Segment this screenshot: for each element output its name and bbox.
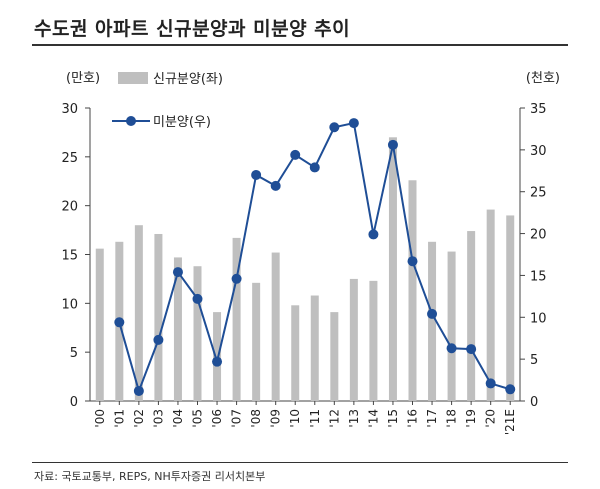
- legend-label-unsold: 미분양(우): [153, 115, 211, 130]
- bar-new-supply: [486, 209, 495, 401]
- left-tick-label: 0: [70, 395, 78, 410]
- x-tick-label: '03: [151, 409, 165, 428]
- point-unsold: [290, 149, 301, 160]
- x-tick-label: '15: [386, 409, 400, 428]
- right-tick-label: 10: [530, 311, 547, 326]
- left-tick-label: 15: [61, 249, 78, 264]
- x-tick-label: '06: [210, 409, 224, 428]
- point-unsold: [172, 267, 183, 278]
- right-tick-label: 20: [530, 228, 547, 243]
- bar-series: [95, 137, 515, 402]
- point-unsold: [427, 308, 438, 319]
- left-tick-label: 25: [61, 151, 78, 166]
- x-tick-label: '17: [425, 409, 439, 428]
- point-unsold: [212, 356, 223, 367]
- point-unsold: [368, 229, 379, 240]
- x-tick-label: '14: [366, 409, 380, 428]
- left-axis-unit: (만호): [66, 71, 100, 86]
- point-unsold: [407, 256, 418, 267]
- point-unsold: [348, 118, 359, 129]
- legend: 신규분양(좌) 미분양(우): [112, 72, 223, 130]
- point-unsold: [270, 180, 281, 191]
- point-unsold: [466, 344, 477, 355]
- right-tick-label: 25: [530, 186, 547, 201]
- legend-marker-unsold: [126, 116, 136, 126]
- point-unsold: [231, 273, 242, 284]
- bar-new-supply: [369, 280, 378, 401]
- point-unsold: [133, 385, 144, 396]
- x-tick-label: '13: [347, 409, 361, 428]
- bar-new-supply: [213, 312, 222, 401]
- x-tick-label: '07: [230, 409, 244, 428]
- right-tick-label: 15: [530, 269, 547, 284]
- bar-new-supply: [271, 252, 280, 401]
- bar-new-supply: [506, 215, 515, 401]
- point-unsold: [329, 122, 340, 133]
- right-tick-label: 5: [530, 353, 538, 368]
- title-divider: [32, 44, 568, 46]
- bar-new-supply: [388, 137, 397, 402]
- bar-new-supply: [447, 251, 456, 401]
- line-series: [114, 118, 516, 396]
- right-tick-label: 0: [530, 395, 538, 410]
- bar-new-supply: [291, 305, 300, 401]
- x-tick-label: '02: [132, 409, 146, 428]
- x-tick-label: '20: [484, 409, 498, 428]
- point-unsold: [309, 162, 320, 173]
- legend-label-new-supply: 신규분양(좌): [153, 72, 223, 87]
- source-note: 자료: 국토교통부, REPS, NH투자증권 리서치본부: [34, 470, 266, 483]
- x-tick-label: '21E: [503, 409, 517, 435]
- bar-new-supply: [408, 180, 417, 401]
- x-tick-label: '09: [269, 409, 283, 428]
- bar-new-supply: [232, 237, 241, 401]
- x-tick-label: '11: [308, 409, 322, 428]
- bar-new-supply: [252, 282, 261, 401]
- x-tick-label: '10: [288, 409, 302, 428]
- bar-new-supply: [330, 312, 339, 401]
- x-tick-label: '01: [112, 409, 126, 428]
- point-unsold: [446, 343, 457, 354]
- point-unsold: [485, 378, 496, 389]
- x-tick-label: '18: [445, 409, 459, 428]
- x-tick-label: '12: [327, 409, 341, 428]
- chart-axes: 0 5 10 15 20 25 30 0 5 10 15 20 25 30 35 (만호) (천호) '00 '01…: [61, 71, 560, 435]
- point-unsold: [251, 169, 262, 180]
- legend-swatch-new-supply: [118, 72, 148, 84]
- point-unsold: [505, 384, 516, 395]
- x-tick-label: '00: [93, 409, 107, 428]
- point-unsold: [192, 293, 203, 304]
- x-tick-label: '16: [406, 409, 420, 428]
- left-tick-label: 20: [61, 200, 78, 215]
- bar-new-supply: [154, 233, 163, 401]
- point-unsold: [114, 317, 125, 328]
- bar-new-supply: [310, 295, 319, 401]
- page-title: 수도권 아파트 신규분양과 미분양 추이: [34, 18, 351, 40]
- x-tick-label: '05: [191, 409, 205, 428]
- left-tick-label: 5: [70, 346, 78, 361]
- bar-new-supply: [95, 248, 104, 401]
- x-tick-label: '04: [171, 409, 185, 428]
- x-tick-label: '08: [249, 409, 263, 428]
- bar-new-supply: [467, 231, 476, 401]
- right-tick-label: 35: [530, 102, 547, 117]
- chart: 0 5 10 15 20 25 30 0 5 10 15 20 25 30 35 (만호) (천호) '00 '01…: [61, 71, 560, 435]
- bar-new-supply: [193, 266, 202, 401]
- point-unsold: [387, 139, 398, 150]
- left-tick-label: 30: [61, 102, 78, 117]
- point-unsold: [153, 334, 164, 345]
- right-axis-unit: (천호): [526, 71, 560, 86]
- bar-new-supply: [173, 257, 182, 401]
- bar-new-supply: [349, 278, 358, 401]
- right-tick-label: 30: [530, 144, 547, 159]
- bar-new-supply: [428, 241, 437, 401]
- footer-divider: [32, 462, 568, 463]
- x-tick-label: '19: [464, 409, 478, 428]
- bar-new-supply: [134, 225, 143, 401]
- left-tick-label: 10: [61, 297, 78, 312]
